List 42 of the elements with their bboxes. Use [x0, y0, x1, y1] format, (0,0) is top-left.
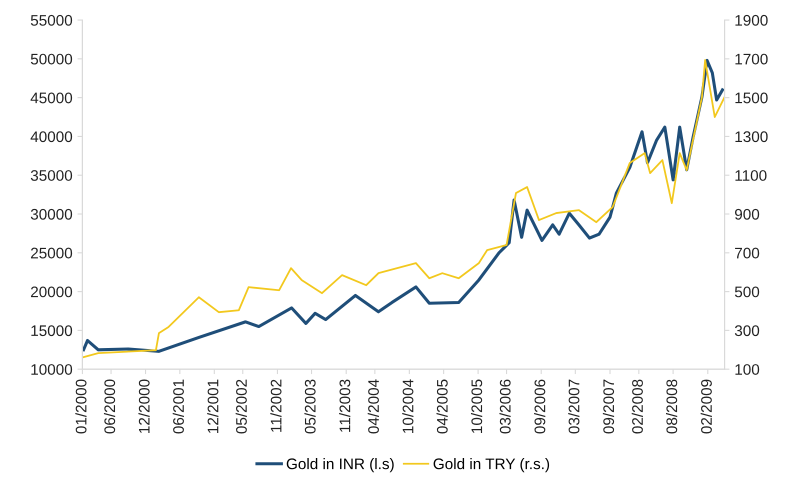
legend-label: Gold in INR (l.s) [286, 458, 394, 472]
x-tick-label: 11/2002 [270, 380, 282, 432]
x-tick-label: 12/2001 [207, 380, 218, 433]
x-tick-label: 03/2007 [568, 380, 580, 434]
y2-tick-label: 700 [735, 248, 760, 258]
y2-tick-label: 500 [734, 286, 760, 298]
y-tick-label: 25000 [30, 248, 72, 258]
y-tick-label: 40000 [30, 131, 72, 142]
x-tick-label: 02/2009 [700, 380, 712, 434]
x-tick-label: 10/2004 [402, 379, 414, 433]
x-tick-label: 08/2008 [666, 380, 678, 434]
y2-tick-label: 1100 [735, 170, 767, 181]
x-tick-label: 09/2006 [534, 380, 546, 434]
y-tick-label: 30000 [30, 208, 72, 220]
x-tick-label: 01/2000 [75, 380, 87, 434]
x-tick-label: 05/2002 [236, 380, 247, 434]
x-tick-label: 03/2006 [499, 380, 511, 434]
y-tick-label: 20000 [30, 286, 72, 298]
y-tick-label: 50000 [30, 54, 72, 65]
x-tick-label: 10/2005 [470, 380, 482, 433]
x-tick-label: 04/2005 [436, 380, 448, 434]
y-tick-label: 10000 [31, 364, 72, 375]
y-tick-label: 35000 [30, 170, 72, 181]
x-tick-label: 12/2000 [138, 380, 150, 433]
y2-tick-label: 1500 [735, 92, 768, 104]
x-tick-label: 05/2003 [304, 380, 316, 434]
y2-tick-label: 1700 [735, 54, 768, 65]
x-tick-label: 06/2000 [104, 380, 116, 434]
x-tick-label: 06/2001 [172, 380, 184, 434]
x-tick-label: 09/2007 [602, 380, 614, 434]
y-tick-label: 55000 [30, 14, 72, 26]
y2-tick-label: 100 [735, 364, 760, 375]
x-tick-label: 02/2008 [632, 380, 643, 434]
y2-tick-label: 1900 [735, 14, 768, 26]
y-tick-label: 15000 [31, 325, 72, 336]
y-tick-label: 45000 [30, 92, 72, 104]
y2-tick-label: 1300 [735, 131, 768, 142]
legend-label: Gold in TRY (r.s.) [434, 458, 550, 472]
y2-tick-label: 900 [734, 208, 760, 220]
x-tick-label: 04/2004 [368, 379, 379, 434]
y2-tick-label: 300 [734, 325, 760, 336]
x-tick-label: 11/2003 [339, 380, 350, 432]
